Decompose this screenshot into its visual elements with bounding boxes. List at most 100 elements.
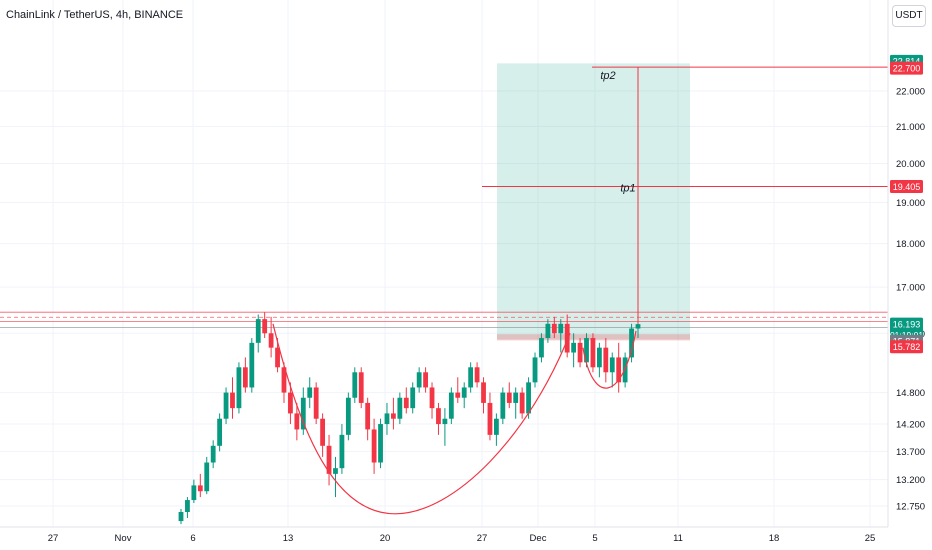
x-tick-label: 25 [865,533,876,544]
candle-body [262,319,268,334]
candle-body [371,429,377,463]
candle-body [448,392,454,419]
y-tick-label: 13.200 [896,475,925,486]
candle-body [635,324,641,329]
candle-body [294,413,300,430]
candle-body [249,342,255,388]
y-tick-label: 19.000 [896,198,925,209]
candle-body [185,500,190,512]
y-tick-label: 18.000 [896,239,925,250]
candle-body [526,382,531,414]
x-tick-label: 27 [48,533,59,544]
candle-body [384,413,390,425]
candle-body [378,424,383,463]
y-tick-label: 14.200 [896,420,925,431]
price-axis: 12.75013.20013.70014.20014.80016.00017.0… [896,87,925,513]
candle-body [532,357,538,383]
candle-body [539,338,544,358]
candle-body [307,387,313,398]
candle-body [436,408,441,425]
chart-title: ChainLink / TetherUS, 4h, BINANCE [6,9,184,21]
candle-body [288,392,293,414]
candle-body [629,328,634,358]
candle-body [506,392,512,403]
x-tick-label: 5 [592,533,597,544]
price-label-15.782 [890,340,923,354]
candle-body [410,387,416,409]
candle-body [577,342,583,363]
candle-body [333,468,338,474]
candle-body [609,357,615,373]
candle-body [255,319,261,343]
candle-body [461,387,467,398]
candle-body [204,462,210,492]
handle-pattern-curve [582,330,637,389]
candle-body [545,323,551,339]
price-labels: 22.81422.70019.40516.19301:19:0115.87115… [890,54,923,354]
candle-body [603,347,609,373]
price-label-19.405 [890,179,923,193]
candle-body [345,397,351,435]
candle-body [571,342,577,353]
y-tick-label: 13.700 [896,447,925,458]
y-tick-label: 20.000 [896,159,925,170]
currency-button[interactable]: USDT [892,5,926,27]
target-lines: tp2 tp1 [482,66,888,325]
time-axis: 27 Nov 6 13 20 27 Dec 5 11 18 25 [48,533,876,544]
candle-body [326,445,332,474]
price-label-text: 15.782 [893,342,921,352]
price-label-22.700 [890,61,923,75]
support-resistance-lines [0,311,888,341]
candle-body [210,445,216,463]
candle-body [358,372,364,403]
price-label-text: 19.405 [893,182,921,192]
candle-body [616,357,622,383]
y-tick-label: 17.000 [896,283,925,294]
y-tick-label: 12.750 [896,502,925,513]
candle-body [429,387,435,409]
stop-zone [497,334,690,341]
candle-body [339,434,345,469]
candle-body [474,367,480,383]
y-tick-label: 14.800 [896,388,925,399]
candle-body [481,382,486,403]
candle-body [416,372,422,388]
candle-body [313,387,319,419]
candle-body [442,418,448,425]
x-tick-label: Dec [530,533,547,544]
annotation-tp2: tp2 [600,70,615,82]
candle-body [320,418,326,446]
candlestick-series [178,312,641,525]
candle-body [423,372,428,388]
candle-body [391,413,396,419]
candle-body [242,367,248,388]
y-tick-label: 22.000 [896,87,925,98]
target-zone [497,63,690,340]
candle-body [500,392,506,419]
candle-body [365,402,371,430]
candle-body [223,392,229,419]
candle-body [197,485,203,492]
candle-body [493,418,499,435]
candle-body [558,323,564,334]
candle-body [230,392,235,409]
candle-body [352,372,358,398]
candle-body [268,333,274,348]
candle-body [191,485,197,501]
x-tick-label: 13 [283,533,294,544]
candle-body [468,367,474,388]
candle-body [178,511,184,522]
candle-body [584,338,589,363]
candle-body [236,367,242,409]
price-label-text: 16.193 [893,319,921,329]
candle-body [281,367,287,393]
candle-body [397,397,403,419]
annotation-tp1: tp1 [620,182,635,194]
x-tick-label: Nov [115,533,132,544]
cup-pattern-curve [272,323,571,515]
y-tick-label: 21.000 [896,122,925,133]
candle-body [513,392,519,403]
candle-body [300,397,306,430]
x-tick-label: 27 [477,533,488,544]
